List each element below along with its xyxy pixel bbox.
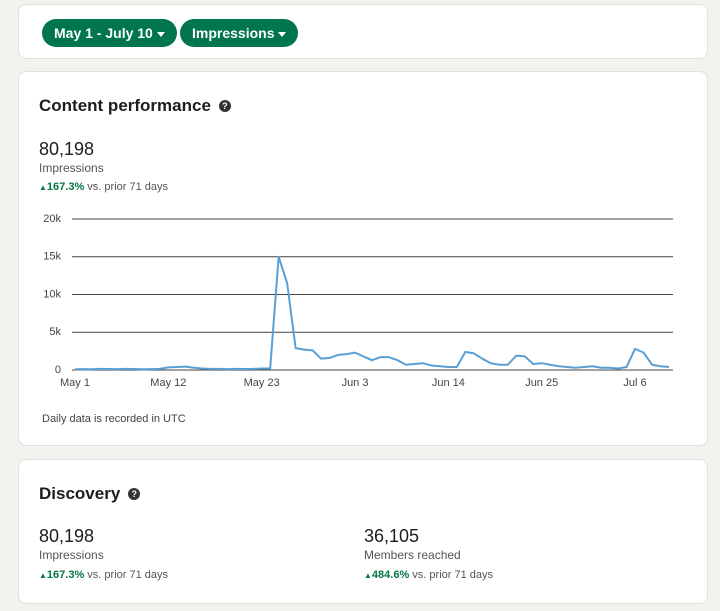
y-tick-label: 5k [49, 326, 61, 338]
x-tick-label: Jun 14 [432, 377, 465, 389]
content-performance-card: Content performance? 80,198 Impressions … [18, 71, 708, 446]
metric-change: ▲484.6% vs. prior 71 days [364, 569, 493, 581]
filter-bar: May 1 - July 10 Impressions [18, 4, 708, 59]
title-text: Content performance [39, 96, 211, 115]
x-tick-label: Jul 6 [623, 377, 646, 389]
metric-value: 80,198 [39, 139, 95, 159]
change-value: 167.3% [46, 569, 85, 581]
metric-filter[interactable]: Impressions [180, 19, 299, 47]
x-tick-label: May 1 [60, 377, 90, 389]
y-tick-label: 0 [55, 364, 61, 376]
metric-value: 80,198 [39, 526, 95, 546]
metric-label: Impressions [39, 548, 104, 562]
x-tick-label: May 23 [244, 377, 280, 389]
metric-label: Impressions [39, 161, 104, 175]
change-suffix: vs. prior 71 days [87, 569, 168, 581]
metric-change: ▲167.3% vs. prior 71 days [39, 181, 168, 193]
x-tick-label: Jun 3 [342, 377, 369, 389]
y-tick-label: 10k [43, 288, 61, 300]
date-filter[interactable]: May 1 - July 10 [42, 19, 177, 47]
card-title: Content performance? [39, 96, 231, 116]
metric-value: 36,105 [364, 526, 420, 546]
metric-filter-label: Impressions [192, 25, 275, 41]
change-suffix: vs. prior 71 days [87, 181, 168, 193]
date-filter-label: May 1 - July 10 [54, 25, 153, 41]
change-suffix: vs. prior 71 days [412, 569, 493, 581]
series-line [74, 255, 670, 371]
y-tick-label: 15k [43, 251, 61, 263]
y-tick-label: 20k [43, 213, 61, 225]
change-value: 484.6% [371, 569, 410, 581]
footnote: Daily data is recorded in UTC [42, 413, 186, 425]
change-value: 167.3% [46, 181, 85, 193]
card-title: Discovery? [39, 484, 141, 504]
x-tick-label: May 12 [150, 377, 186, 389]
discovery-card: Discovery? 80,198 Impressions ▲167.3% vs… [18, 459, 708, 604]
title-text: Discovery [39, 484, 121, 503]
x-tick-label: Jun 25 [525, 377, 558, 389]
metric-label: Members reached [364, 548, 461, 562]
metric-change: ▲167.3% vs. prior 71 days [39, 569, 168, 581]
